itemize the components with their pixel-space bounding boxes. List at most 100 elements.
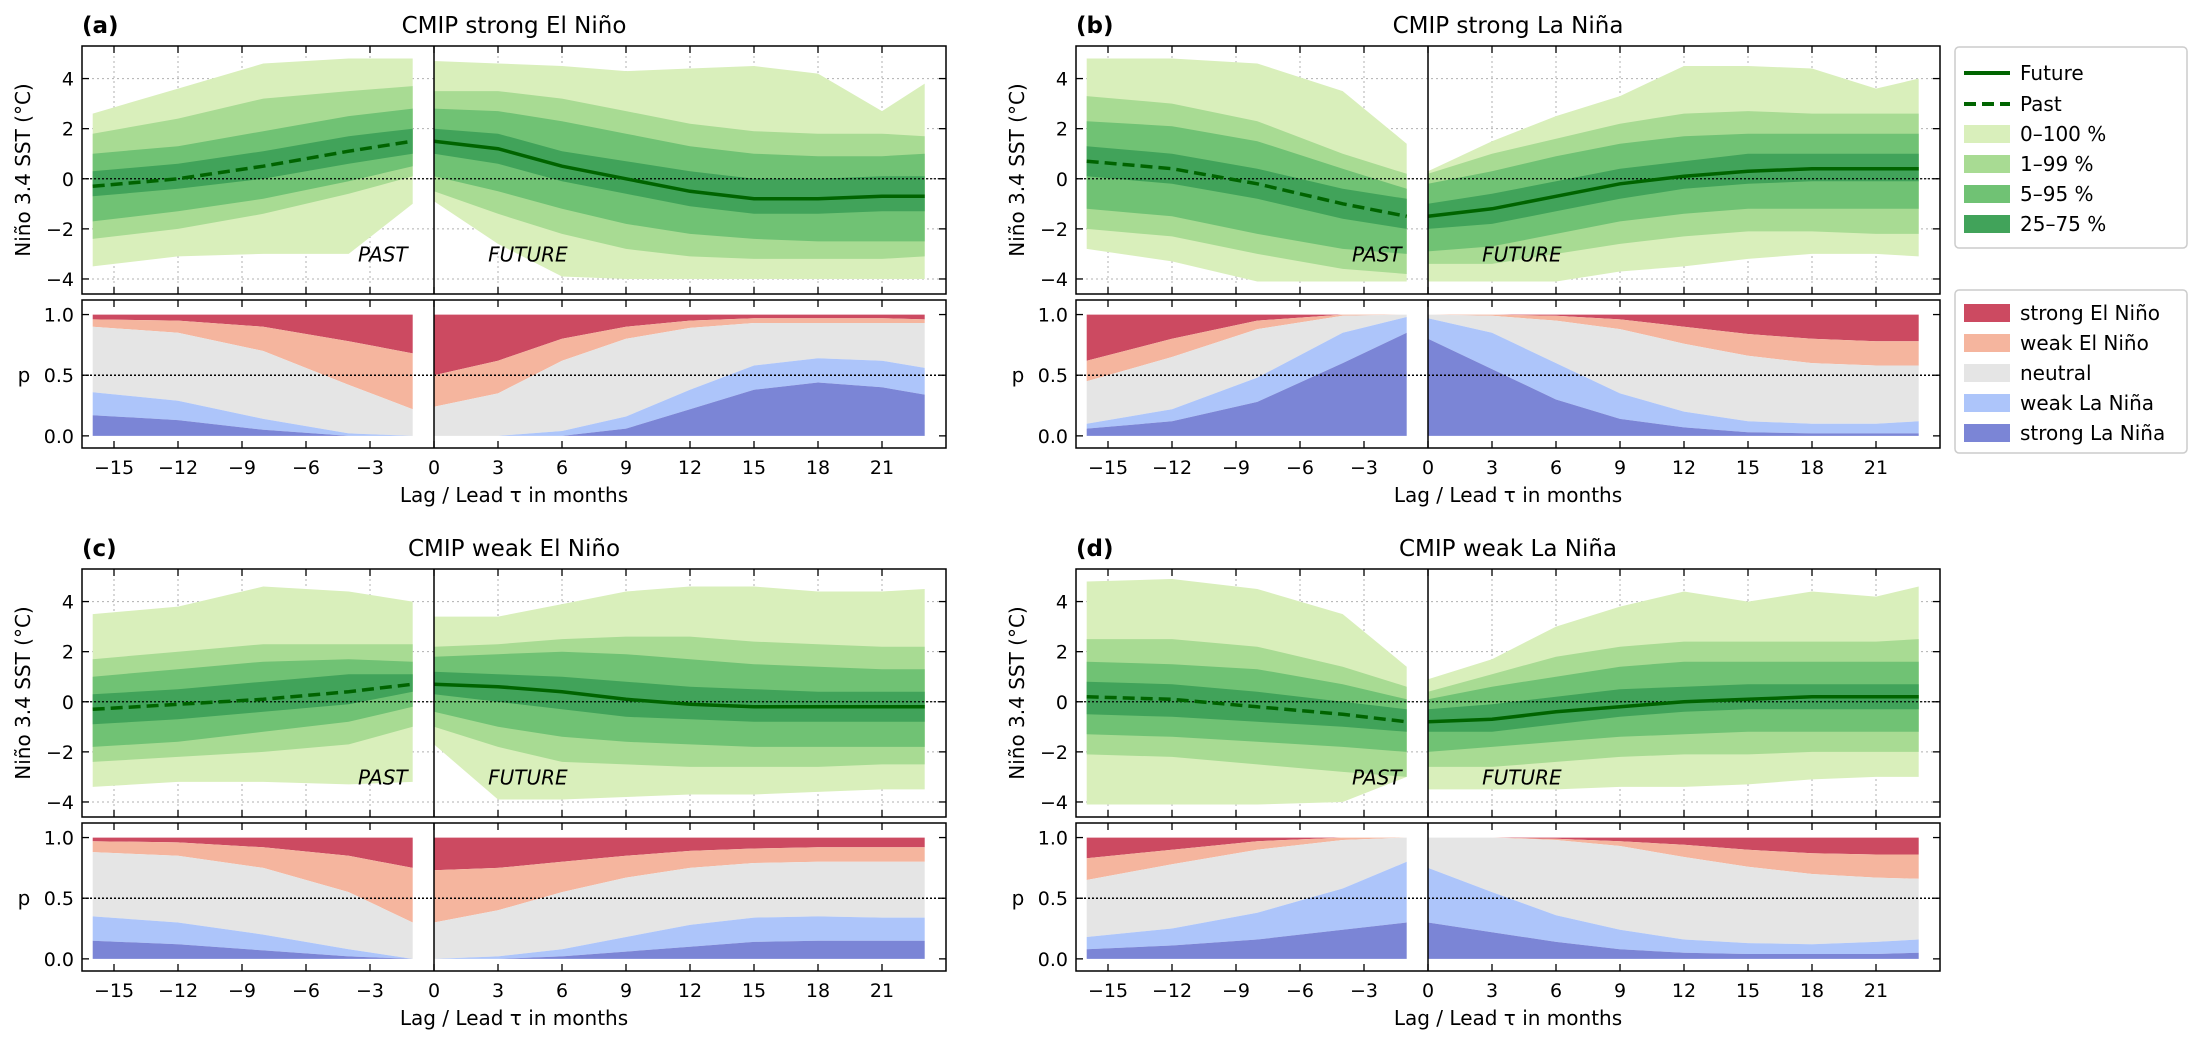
past-label: PAST (1352, 242, 1403, 266)
x-tick-label: −9 (228, 980, 256, 1002)
legend-label: strong El Niño (2020, 301, 2160, 325)
x-tick-label: −3 (356, 457, 384, 479)
x-tick-label: 9 (620, 980, 632, 1002)
x-tick-label: −9 (1222, 457, 1250, 479)
p_past-weak-la-nina (1086, 317, 1407, 429)
p_future-weak-la-nina (434, 916, 925, 959)
y-tick-label: 4 (62, 69, 74, 91)
future-median-line (433, 682, 925, 709)
p_past-strong-el-nino (92, 837, 413, 868)
p_future-weak-el-nino (434, 318, 925, 407)
x-tick-label: −6 (1286, 457, 1314, 479)
p_future-weak-la-nina (434, 358, 925, 436)
past-label: PAST (358, 765, 409, 789)
axes-frame (81, 822, 947, 972)
x-tick-label: 6 (556, 980, 568, 1002)
axes-frame (1075, 568, 1941, 818)
legend-swatch-1-99 (1964, 155, 2010, 173)
x-axis-label: Lag / Lead τ in months (1394, 483, 1622, 507)
legend-swatch-strong-el-nino (1964, 304, 2010, 322)
x-tick-label: 21 (1864, 980, 1888, 1002)
p_past-strong-el-nino (1086, 837, 1407, 859)
x-tick-label: 15 (1736, 980, 1760, 1002)
past-band-q25_75 (92, 674, 413, 725)
axes-frame (1075, 45, 1941, 295)
past-median-line (1086, 695, 1407, 724)
x-tick-label: −9 (228, 457, 256, 479)
y-tick-label: −2 (46, 219, 74, 241)
y-tick-label: 0 (1056, 692, 1068, 714)
x-tick-label: −15 (1088, 980, 1128, 1002)
x-tick-label: 3 (492, 980, 504, 1002)
p_past-weak-la-nina (1086, 861, 1407, 950)
y-tick-label: 0.0 (44, 426, 74, 448)
p_past-neutral (1086, 837, 1407, 937)
y-axis-label: Niño 3.4 SST (°C) (11, 606, 35, 780)
x-tick-label: −15 (1088, 457, 1128, 479)
axes-frame (81, 299, 947, 449)
p_future-strong-la-nina (434, 940, 925, 959)
legend-bottom-frame (1954, 289, 2188, 454)
p_past-weak-el-nino (1086, 314, 1407, 382)
legend-swatch-neutral (1964, 364, 2010, 382)
y-tick-label: 2 (62, 119, 74, 141)
x-tick-label: 21 (870, 457, 894, 479)
x-axis-label: Lag / Lead τ in months (400, 483, 628, 507)
p_future-strong-el-nino (434, 837, 925, 871)
legend-label: 0–100 % (2020, 122, 2106, 146)
axes-frame (81, 568, 947, 818)
x-tick-label: 15 (742, 980, 766, 1002)
legend-swatch-weak-el-nino (1964, 334, 2010, 352)
p-axis-label: p (1012, 886, 1025, 910)
p_future-strong-el-nino (434, 314, 925, 376)
x-tick-label: −9 (1222, 980, 1250, 1002)
past-median-line (92, 139, 413, 189)
legend-label: neutral (2020, 361, 2092, 385)
x-tick-label: −6 (292, 457, 320, 479)
chart-panel: PAST FUTURE −4 −2 0 2 4 Niño 3.4 SST (°C) (d) CMI… (1005, 536, 1941, 1030)
x-tick-label: −12 (1152, 457, 1192, 479)
legend-bottom: strong El Niño weak El Niño neutral weak… (1954, 289, 2188, 454)
x-tick-label: −12 (1152, 980, 1192, 1002)
p_past-weak-el-nino (92, 319, 413, 410)
x-tick-label: 0 (428, 457, 440, 479)
p_future-neutral (1428, 837, 1919, 945)
p_future-strong-la-nina (434, 382, 925, 436)
panel-label: (b) (1076, 13, 1114, 39)
y-tick-label: 0 (1056, 169, 1068, 191)
panel-title: CMIP strong La Niña (1393, 13, 1624, 39)
p_past-neutral (92, 326, 413, 436)
y-tick-label: −4 (46, 269, 74, 291)
legend-label: Future (2020, 61, 2084, 85)
past-median-line (1086, 159, 1408, 219)
panel-title: CMIP weak La Niña (1399, 536, 1617, 562)
legend-swatch-0-100 (1964, 125, 2010, 143)
future-median-line (1427, 166, 1919, 219)
legend-top: Future Past 0–100 % 1–99 % 5–95 % 25–75 … (1954, 46, 2188, 249)
x-tick-label: −3 (1350, 457, 1378, 479)
legend-label: strong La Niña (2020, 421, 2165, 445)
p_past-strong-la-nina (92, 415, 413, 436)
y-tick-label: 0.0 (44, 949, 74, 971)
x-tick-label: 9 (1614, 457, 1626, 479)
chart-panel: PAST FUTURE −4 −2 0 2 4 Niño 3.4 SST (°C) (b) CMI… (1005, 13, 1941, 507)
x-tick-label: −6 (292, 980, 320, 1002)
x-tick-label: 6 (556, 457, 568, 479)
past-band-q25_75 (1086, 681, 1407, 732)
axes-frame (1075, 822, 1941, 972)
p_future-weak-el-nino (434, 847, 925, 923)
p_future-weak-la-nina (1428, 318, 1919, 434)
y-tick-label: −4 (1040, 792, 1068, 814)
y-tick-label: 4 (1056, 592, 1068, 614)
p_future-strong-el-nino (1428, 314, 1919, 342)
x-tick-label: 18 (806, 457, 830, 479)
y-tick-label: 1.0 (44, 828, 74, 850)
y-axis-label: Niño 3.4 SST (°C) (1005, 606, 1029, 780)
x-tick-label: 9 (1614, 980, 1626, 1002)
p_future-weak-el-nino (1428, 837, 1919, 879)
p_past-weak-el-nino (1086, 837, 1407, 880)
future-band-q25_75 (1428, 153, 1919, 229)
p_past-strong-la-nina (1086, 922, 1407, 959)
future-median-line (433, 139, 925, 201)
